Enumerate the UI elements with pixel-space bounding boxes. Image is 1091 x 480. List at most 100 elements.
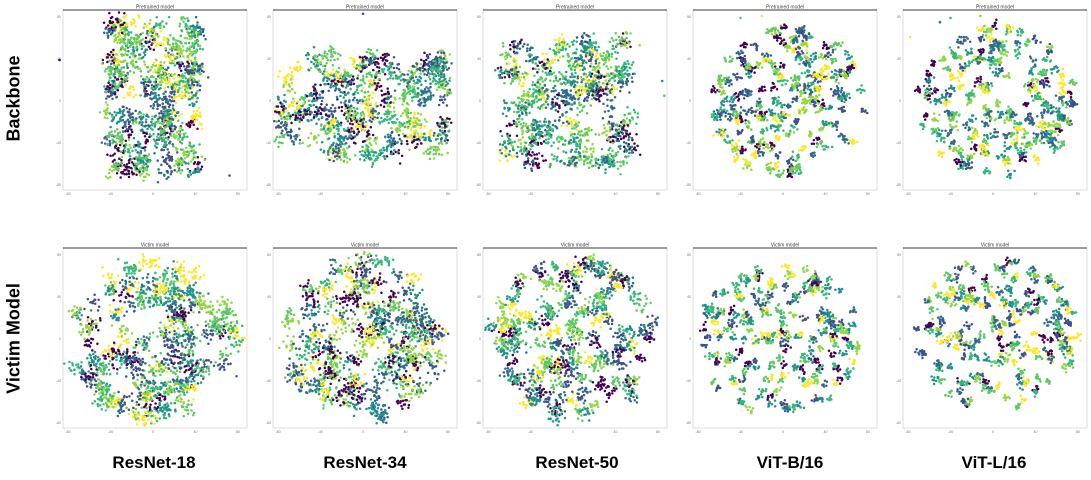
scatter-point (131, 122, 135, 125)
scatter-point (556, 46, 560, 50)
scatter-point (369, 79, 373, 83)
scatter-point (561, 77, 565, 81)
scatter-point (496, 66, 500, 70)
scatter-point (359, 58, 363, 61)
scatter-point (432, 157, 436, 160)
scatter-point (167, 15, 171, 19)
scatter-point (127, 33, 130, 37)
scatter-point (170, 112, 174, 116)
scatter-point (191, 62, 194, 66)
scatter-point (508, 43, 512, 47)
scatter-point (150, 86, 154, 90)
scatter-point (166, 115, 170, 119)
scatter-point (327, 115, 330, 118)
scatter-point (543, 79, 547, 82)
scatter-point (534, 161, 538, 165)
scatter-point (564, 139, 567, 142)
scatter-point (383, 157, 387, 160)
scatter-point (128, 56, 132, 59)
scatter-point (130, 31, 133, 34)
scatter-point (142, 179, 145, 182)
scatter-point (188, 34, 191, 38)
scatter-point (414, 65, 418, 69)
scatter-point (610, 88, 613, 91)
scatter-point (301, 141, 305, 145)
scatter-point (548, 79, 552, 82)
scatter-point (378, 149, 382, 152)
scatter-point (119, 68, 122, 72)
scatter-point (289, 130, 293, 134)
scatter-point (121, 60, 124, 64)
scatter-point (121, 105, 125, 109)
scatter-point (123, 59, 127, 62)
scatter-point (163, 97, 167, 101)
scatter-point (183, 88, 187, 91)
scatter-point (303, 111, 307, 114)
scatter-point (614, 128, 618, 131)
scatter-point (372, 61, 376, 64)
scatter-point (419, 104, 422, 107)
scatter-point (360, 127, 363, 130)
scatter-point (411, 90, 415, 94)
scatter-point (499, 66, 503, 69)
scatter-point (364, 149, 367, 152)
scatter-point (112, 165, 116, 169)
scatter-point (189, 76, 193, 79)
scatter-point (128, 38, 132, 42)
scatter-point (586, 53, 590, 57)
scatter-point (110, 165, 114, 168)
scatter-point (206, 76, 210, 79)
scatter-point (171, 128, 175, 131)
scatter-point (149, 75, 153, 79)
scatter-point (111, 118, 115, 121)
scatter-point (196, 89, 199, 93)
scatter-point (114, 166, 118, 170)
scatter-point (308, 99, 311, 102)
scatter-point (110, 169, 114, 173)
scatter-point (561, 55, 565, 58)
scatter-point (196, 21, 199, 24)
scatter-point (397, 148, 401, 152)
scatter-point (587, 49, 590, 52)
scatter-point (400, 139, 403, 143)
scatter-point (404, 93, 407, 97)
scatter-point (336, 154, 339, 158)
x-tick-label: -80 (275, 192, 280, 196)
scatter-point (198, 143, 201, 146)
scatter-point (120, 141, 124, 145)
scatter-point (380, 99, 384, 102)
scatter-point (413, 71, 417, 74)
scatter-point (437, 83, 441, 86)
scatter-point (179, 93, 182, 97)
scatter-point (111, 160, 115, 163)
scatter-point (149, 47, 152, 51)
scatter-point (192, 110, 195, 113)
scatter-point (368, 62, 372, 65)
scatter-point (135, 117, 138, 120)
scatter-point (295, 67, 298, 71)
scatter-point (428, 157, 432, 161)
scatter-point (128, 127, 131, 130)
scatter-point (280, 117, 283, 121)
scatter-point (113, 168, 116, 171)
scatter-point (345, 161, 349, 164)
scatter-point (198, 64, 201, 67)
scatter-point (350, 137, 353, 141)
scatter-point (168, 120, 171, 123)
scatter-point (553, 95, 557, 99)
scatter-point (325, 52, 329, 56)
scatter-point (365, 75, 368, 79)
scatter-point (199, 115, 202, 118)
scatter-point (171, 73, 174, 76)
scatter-point (394, 121, 398, 124)
scatter-point (524, 101, 527, 104)
scatter-point (402, 132, 405, 136)
scatter-point (619, 42, 622, 45)
scatter-point (626, 59, 629, 63)
scatter-point (419, 102, 422, 105)
scatter-point (411, 85, 415, 88)
scatter-point (636, 112, 640, 115)
scatter-point (388, 139, 391, 142)
scatter-point (446, 117, 449, 120)
scatter-point (151, 117, 154, 121)
